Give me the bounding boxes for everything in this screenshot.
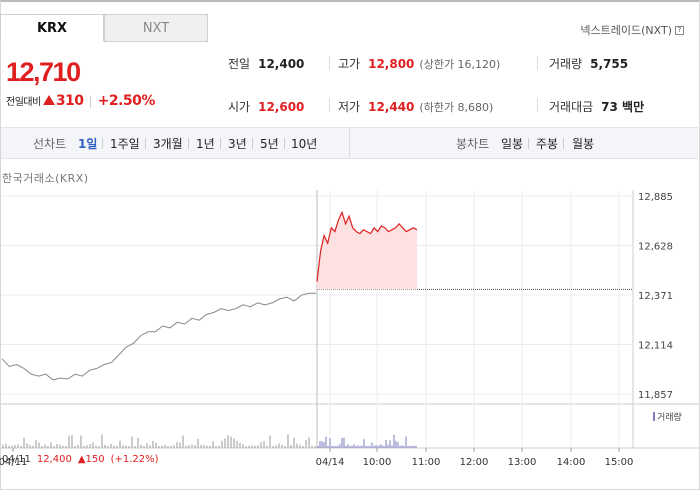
period-1d-button[interactable]: 1일 (78, 136, 98, 151)
x-tick-label: 15:00 (605, 457, 634, 468)
x-axis-ticks: 04/11 04/14 10:00 11:00 12:00 13:00 14:00 15:00 (0, 457, 633, 468)
volume-bars (2, 434, 417, 448)
ref-date: 04/11 (2, 454, 31, 465)
price-change: 전일대비 310 | +2.50% (6, 93, 155, 109)
period-10y-button[interactable]: 10년 (291, 136, 318, 151)
chart-period-toolbar: 선차트 1일 1주일 3개월 1년 3년 5년 10년 봉차트 일봉 주봉 월봉 (1, 127, 698, 159)
nxt-link[interactable]: 넥스트레이드(NXT) ? (580, 22, 684, 38)
x-tick-label: 04/14 (316, 457, 345, 468)
stat-label: 시가 (228, 100, 251, 114)
stat-prev-close: 전일 12,400 (228, 55, 304, 72)
stat-divider (329, 56, 330, 70)
toolbar-divider (284, 138, 285, 149)
market-tabs: KRX NXT (0, 14, 208, 42)
y-axis-ticks: 12,885 12,628 12,371 12,114 11,857 (638, 192, 673, 401)
x-tick-label: 13:00 (508, 457, 537, 468)
stat-sub: (하한가 8,680) (419, 101, 494, 114)
toolbar-divider (563, 138, 564, 149)
y-tick-label: 12,114 (638, 341, 673, 352)
line-chart-label: 선차트 (33, 136, 67, 151)
stat-value: 5,755 (590, 57, 629, 71)
stat-label: 거래대금 (549, 100, 594, 114)
ref-change: ▲150 (77, 454, 105, 465)
change-rate: +2.50% (97, 93, 156, 109)
y-tick-label: 12,371 (638, 291, 673, 302)
period-3m-button[interactable]: 3개월 (153, 136, 183, 151)
current-price: 12,710 (6, 57, 81, 87)
stat-label: 고가 (338, 57, 361, 71)
x-tick-label: 04/11 (0, 457, 27, 468)
toolbar-divider (252, 138, 253, 149)
toolbar-divider (145, 138, 146, 149)
toolbar-divider (102, 138, 103, 149)
x-tick-label: 10:00 (363, 457, 392, 468)
volume-legend-swatch (653, 412, 655, 421)
stat-trade-value: 거래대금 73 백만 (549, 98, 644, 115)
current-session-area (317, 212, 417, 290)
stat-divider (537, 56, 538, 70)
stat-value: 12,400 (258, 57, 305, 71)
triangle-up-icon (42, 95, 55, 105)
stat-open: 시가 12,600 (228, 98, 304, 115)
period-1w-button[interactable]: 1주일 (110, 136, 140, 151)
x-tick-label: 11:00 (412, 457, 441, 468)
toolbar-divider (188, 138, 189, 149)
current-session-line (316, 210, 418, 282)
x-tick-label: 12:00 (460, 457, 489, 468)
stat-label: 전일 (228, 57, 251, 71)
stat-value: 12,440 (368, 100, 415, 114)
candle-monthly-button[interactable]: 월봉 (572, 136, 595, 151)
nxt-link-label: 넥스트레이드(NXT) (580, 24, 672, 37)
previous-session-line (1, 292, 316, 381)
stat-label: 저가 (338, 100, 361, 114)
candle-chart-label: 봉차트 (456, 136, 490, 151)
stat-low: 저가 12,440 (하한가 8,680) (338, 98, 493, 115)
volume-legend: 거래량 (653, 410, 682, 423)
tab-krx[interactable]: KRX (0, 14, 104, 42)
volume-legend-label: 거래량 (657, 413, 682, 423)
change-divider: | (88, 94, 93, 108)
change-value: 310 (55, 93, 84, 109)
stat-sub: (상한가 16,120) (419, 58, 501, 71)
question-icon[interactable]: ? (675, 25, 684, 35)
stat-divider (329, 98, 330, 112)
toolbar-divider (349, 128, 350, 158)
period-5y-button[interactable]: 5년 (260, 136, 279, 151)
y-tick-label: 12,885 (638, 192, 673, 203)
y-tick-label: 12,628 (638, 242, 673, 253)
ref-rate: (+1.22%) (110, 454, 159, 465)
tab-nxt[interactable]: NXT (104, 14, 208, 42)
change-label: 전일대비 (6, 97, 41, 108)
previous-session-summary: 04/11 12,400 ▲150 (+1.22%) (2, 454, 159, 465)
exchange-label: 한국거래소(KRX) (2, 172, 89, 185)
y-tick-label: 11,857 (638, 390, 673, 401)
stat-volume: 거래량 5,755 (549, 55, 628, 72)
ref-price: 12,400 (36, 454, 72, 465)
period-1y-button[interactable]: 1년 (196, 136, 215, 151)
period-3y-button[interactable]: 3년 (228, 136, 247, 151)
price-series (1, 210, 633, 381)
stat-value: 12,600 (258, 100, 305, 114)
toolbar-divider (220, 138, 221, 149)
candle-weekly-button[interactable]: 주봉 (536, 136, 559, 151)
stat-value: 73 백만 (601, 100, 645, 114)
candle-daily-button[interactable]: 일봉 (501, 136, 524, 151)
toolbar-divider (528, 138, 529, 149)
stat-high: 고가 12,800 (상한가 16,120) (338, 55, 500, 72)
stat-value: 12,800 (368, 57, 415, 71)
stat-divider (537, 98, 538, 112)
x-tick-label: 14:00 (557, 457, 586, 468)
stat-label: 거래량 (549, 57, 583, 71)
